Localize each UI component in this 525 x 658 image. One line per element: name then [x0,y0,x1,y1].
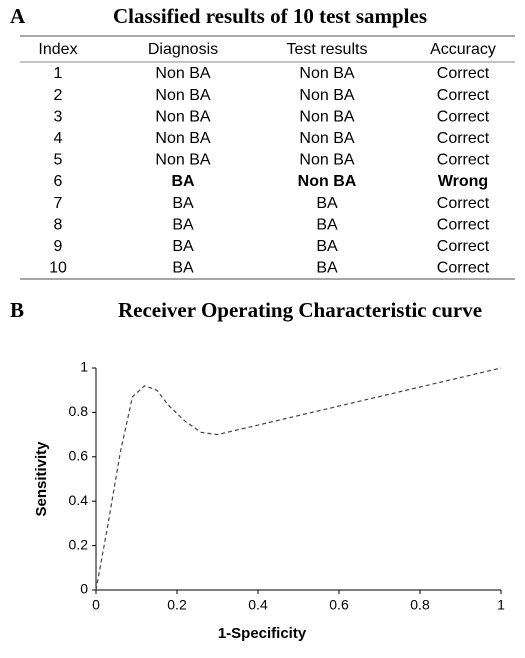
table-cell: 5 [54,152,63,169]
table-cell: BA [316,238,338,255]
table-cell: Correct [437,195,490,212]
table-cell: Correct [437,260,490,277]
table-cell: Correct [437,87,490,104]
table-cell: Correct [437,108,490,125]
table-cell: Non BA [299,152,354,169]
table-cell: Non BA [155,65,210,82]
table-cell: BA [172,216,194,233]
column-header: Accuracy [430,41,496,58]
panel-label: B [10,298,24,322]
table-cell: Non BA [298,173,357,190]
y-tick-label: 0.4 [69,492,89,508]
x-tick-label: 1 [497,597,505,613]
table-cell: 4 [54,130,63,147]
column-header: Index [38,41,77,58]
table-cell: BA [316,216,338,233]
table-cell: Correct [437,238,490,255]
panel-label: A [10,4,26,28]
x-axis-label: 1-Specificity [218,625,307,642]
table-cell: 9 [54,238,63,255]
table-cell: Non BA [299,87,354,104]
x-tick-label: 0.6 [329,597,349,613]
table-cell: BA [172,238,194,255]
table-cell: 7 [54,195,63,212]
table-cell: Non BA [299,130,354,147]
roc-curve [95,367,502,591]
y-tick-label: 0.6 [69,448,89,464]
table-cell: BA [171,173,195,190]
table-cell: Non BA [299,65,354,82]
table-cell: 8 [54,216,63,233]
column-header: Test results [287,41,368,58]
table-cell: 10 [49,260,67,277]
table-cell: 2 [54,87,63,104]
table-cell: Non BA [299,108,354,125]
column-header: Diagnosis [148,41,218,58]
table-title: Classified results of 10 test samples [113,4,427,28]
y-tick-label: 0 [80,581,88,597]
table-cell: Non BA [155,87,210,104]
table-cell: Non BA [155,152,210,169]
x-tick-label: 0.8 [410,597,430,613]
y-tick-label: 1 [80,359,88,375]
table-cell: BA [172,260,194,277]
x-tick-label: 0 [92,597,100,613]
table-cell: 3 [54,108,63,125]
table-cell: BA [316,260,338,277]
table-cell: BA [172,195,194,212]
table-cell: 1 [54,65,63,82]
table-cell: Non BA [155,108,210,125]
x-tick-label: 0.4 [248,597,268,613]
x-tick-label: 0.2 [167,597,187,613]
chart-title: Receiver Operating Characteristic curve [118,298,482,322]
table-cell: BA [316,195,338,212]
table-cell: Correct [437,216,490,233]
table-cell: Wrong [438,173,488,190]
table-cell: Correct [437,130,490,147]
y-axis-label: Sensitivity [33,441,50,517]
table-cell: Non BA [155,130,210,147]
y-tick-label: 0.8 [69,403,89,419]
y-tick-label: 0.2 [69,536,89,552]
table-cell: Correct [437,65,490,82]
table-cell: 6 [54,173,63,190]
table-cell: Correct [437,152,490,169]
